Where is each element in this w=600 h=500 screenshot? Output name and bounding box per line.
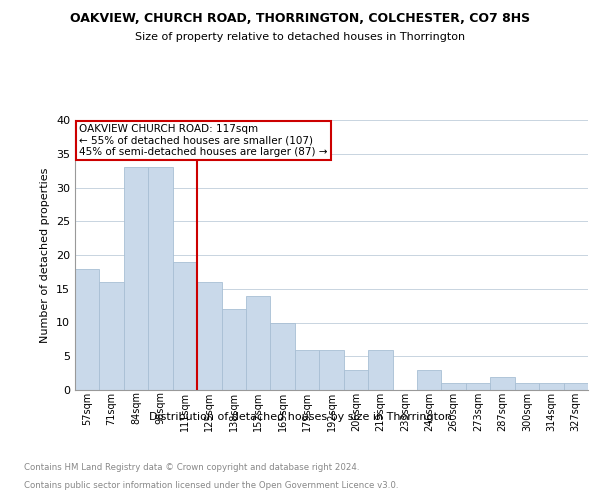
Bar <box>319 350 344 390</box>
Bar <box>100 282 124 390</box>
Bar <box>368 350 392 390</box>
Bar <box>490 376 515 390</box>
Bar <box>539 383 563 390</box>
Bar <box>75 268 100 390</box>
Bar <box>563 383 588 390</box>
Bar <box>124 167 148 390</box>
Text: Contains HM Land Registry data © Crown copyright and database right 2024.: Contains HM Land Registry data © Crown c… <box>24 462 359 471</box>
Bar <box>221 309 246 390</box>
Bar <box>148 167 173 390</box>
Bar <box>417 370 442 390</box>
Text: Size of property relative to detached houses in Thorrington: Size of property relative to detached ho… <box>135 32 465 42</box>
Bar <box>271 322 295 390</box>
Bar <box>173 262 197 390</box>
Text: Distribution of detached houses by size in Thorrington: Distribution of detached houses by size … <box>149 412 451 422</box>
Bar <box>344 370 368 390</box>
Bar <box>197 282 221 390</box>
Bar <box>442 383 466 390</box>
Bar <box>466 383 490 390</box>
Bar <box>295 350 319 390</box>
Y-axis label: Number of detached properties: Number of detached properties <box>40 168 50 342</box>
Text: OAKVIEW CHURCH ROAD: 117sqm
← 55% of detached houses are smaller (107)
45% of se: OAKVIEW CHURCH ROAD: 117sqm ← 55% of det… <box>79 124 328 158</box>
Text: Contains public sector information licensed under the Open Government Licence v3: Contains public sector information licen… <box>24 481 398 490</box>
Text: OAKVIEW, CHURCH ROAD, THORRINGTON, COLCHESTER, CO7 8HS: OAKVIEW, CHURCH ROAD, THORRINGTON, COLCH… <box>70 12 530 26</box>
Bar <box>515 383 539 390</box>
Bar <box>246 296 271 390</box>
